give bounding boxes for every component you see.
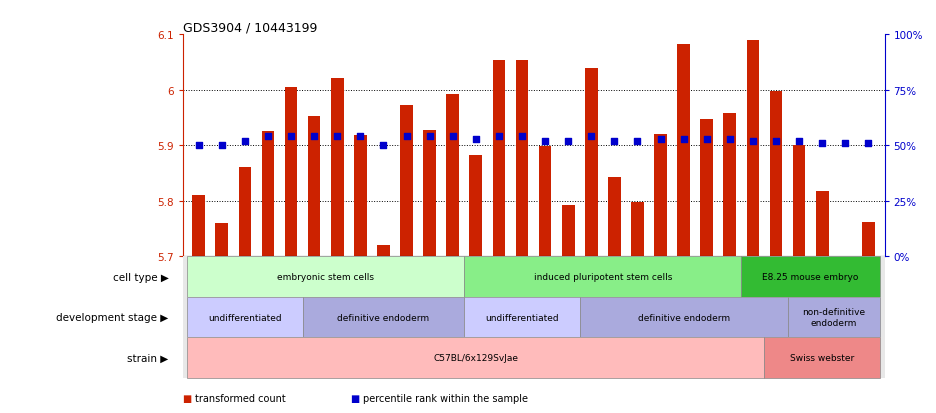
Bar	[187, 337, 765, 378]
Text: undifferentiated: undifferentiated	[208, 313, 282, 322]
Bar	[747, 40, 759, 257]
Point	[238, 138, 253, 145]
Bar	[285, 88, 298, 257]
Bar	[793, 146, 806, 257]
Text: percentile rank within the sample: percentile rank within the sample	[363, 393, 528, 403]
Bar	[215, 223, 228, 257]
Text: development stage ▶: development stage ▶	[56, 312, 168, 322]
Text: transformed count: transformed count	[195, 393, 285, 403]
Bar	[464, 297, 579, 337]
Bar	[765, 337, 880, 378]
Point	[838, 140, 853, 147]
Text: GDS3904 / 10443199: GDS3904 / 10443199	[183, 21, 317, 34]
Bar	[302, 297, 464, 337]
Point	[307, 134, 322, 140]
Bar	[187, 257, 464, 297]
Point	[630, 138, 645, 145]
Text: definitive endoderm: definitive endoderm	[637, 313, 730, 322]
Point	[446, 134, 461, 140]
Bar	[700, 119, 713, 257]
Text: E8.25 mouse embryo: E8.25 mouse embryo	[763, 273, 859, 281]
Bar	[377, 246, 389, 257]
Bar	[862, 222, 875, 257]
Text: embryonic stem cells: embryonic stem cells	[277, 273, 374, 281]
Bar	[631, 203, 644, 257]
Bar	[516, 61, 528, 257]
Text: strain ▶: strain ▶	[127, 353, 168, 363]
Bar	[308, 117, 320, 257]
Bar	[539, 147, 551, 257]
Bar	[769, 92, 782, 257]
Text: ■: ■	[183, 393, 195, 403]
Text: ■: ■	[351, 393, 363, 403]
Text: undifferentiated: undifferentiated	[485, 313, 559, 322]
Bar	[816, 191, 828, 257]
Bar	[579, 297, 787, 337]
Point	[745, 138, 760, 145]
Point	[607, 138, 622, 145]
Point	[861, 140, 876, 147]
Bar	[678, 45, 690, 257]
Bar	[562, 206, 575, 257]
Bar	[464, 257, 741, 297]
Point	[468, 136, 483, 142]
Bar	[654, 135, 666, 257]
Point	[653, 136, 668, 142]
Bar	[423, 131, 436, 257]
Point	[676, 136, 691, 142]
Point	[422, 134, 437, 140]
Text: definitive endoderm: definitive endoderm	[337, 313, 430, 322]
Point	[584, 134, 599, 140]
Bar	[187, 297, 302, 337]
Bar	[787, 297, 880, 337]
Bar	[585, 68, 597, 257]
Point	[768, 138, 783, 145]
Bar	[331, 78, 344, 257]
Point	[191, 142, 206, 149]
Bar	[446, 95, 459, 257]
Bar	[741, 257, 880, 297]
Point	[792, 138, 807, 145]
Point	[376, 142, 391, 149]
Point	[399, 134, 414, 140]
Text: non-definitive
endoderm: non-definitive endoderm	[802, 308, 865, 327]
Point	[214, 142, 229, 149]
Point	[814, 140, 829, 147]
Bar	[192, 196, 205, 257]
Point	[284, 134, 299, 140]
Point	[260, 134, 275, 140]
Point	[515, 134, 530, 140]
Point	[491, 134, 506, 140]
Point	[561, 138, 576, 145]
Bar	[492, 61, 505, 257]
Text: induced pluripotent stem cells: induced pluripotent stem cells	[534, 273, 672, 281]
Bar	[261, 132, 274, 257]
Point	[353, 134, 368, 140]
Point	[723, 136, 738, 142]
Point	[329, 134, 344, 140]
Bar	[608, 178, 621, 257]
Text: Swiss webster: Swiss webster	[790, 353, 855, 362]
Point	[699, 136, 714, 142]
Point	[537, 138, 552, 145]
Text: cell type ▶: cell type ▶	[112, 272, 168, 282]
Bar	[239, 168, 251, 257]
Bar	[401, 106, 413, 257]
Text: C57BL/6x129SvJae: C57BL/6x129SvJae	[433, 353, 519, 362]
Bar	[354, 136, 367, 257]
Bar	[724, 114, 736, 257]
Bar	[470, 155, 482, 257]
